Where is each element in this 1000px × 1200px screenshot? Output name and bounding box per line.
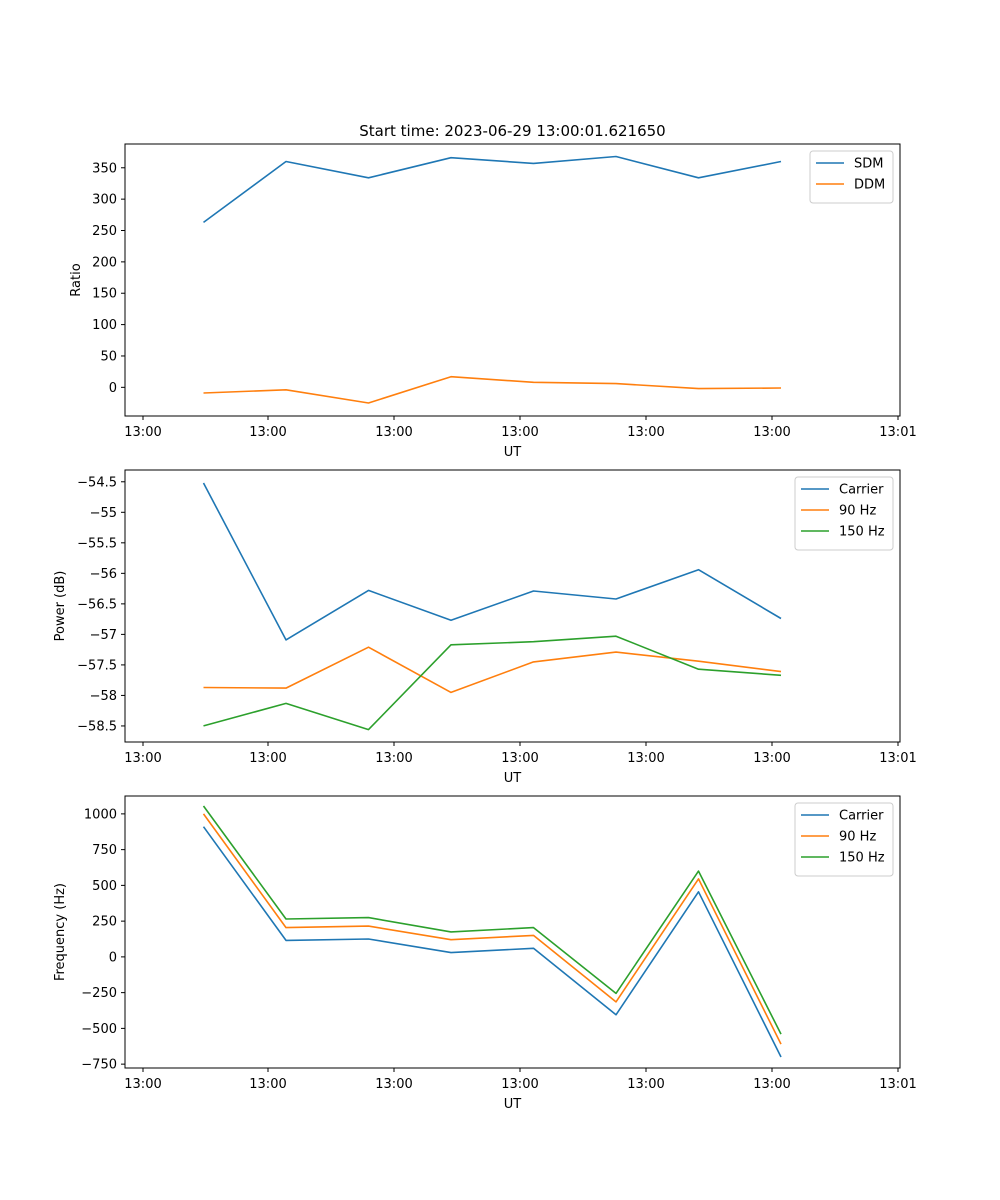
y-tick-label: −54.5 [77,475,117,490]
x-tick-label: 13:00 [627,425,664,440]
series-line-carrier [202,826,782,1058]
legend-label: Carrier [839,483,884,498]
x-tick-label: 13:00 [375,1077,412,1092]
axes-frame [124,469,901,743]
series-line-ddm [203,375,782,404]
x-tick-label: 13:00 [501,1077,538,1092]
y-tick-label: 750 [92,843,117,858]
y-tick-label: 1000 [84,807,117,822]
x-axis-label: UT [504,445,522,460]
x-tick-label: 13:00 [753,425,790,440]
x-tick-label: 13:00 [124,751,161,766]
y-tick-label: −55.5 [77,536,117,551]
legend-label: 90 Hz [839,504,876,519]
series-line-90-hz [202,813,782,1045]
legend-box [809,150,894,204]
y-tick-label: −250 [81,986,117,1001]
legend-label: DDM [854,178,885,193]
legend-label: 150 Hz [839,525,885,540]
x-tick-label: 13:00 [249,751,286,766]
y-tick-label: −55 [90,506,117,521]
y-tick-label: 100 [92,318,117,333]
y-tick-label: −500 [81,1022,117,1037]
y-tick-label: −56.5 [77,597,117,612]
series-line-90-hz [203,646,782,694]
y-tick-label: 500 [92,879,117,894]
x-axis-label: UT [504,1097,522,1112]
legend-label: 90 Hz [839,830,876,845]
x-tick-label: 13:01 [879,751,916,766]
x-axis-label: UT [504,771,522,786]
y-tick-label: −58.5 [77,719,117,734]
legend-label: 150 Hz [839,851,885,866]
y-tick-label: 200 [92,255,117,270]
y-tick-label: 150 [92,287,117,302]
x-tick-label: 13:00 [249,425,286,440]
chart-panel-2: 13:00 13:00 13:00 13:00 13:00 13:00 13:01 UT −58… [53,469,917,786]
x-tick-label: 13:01 [879,1077,916,1092]
x-tick-label: 13:00 [249,1077,286,1092]
y-tick-label: −58 [90,689,117,704]
y-axis-label: Frequency (Hz) [53,883,68,981]
series-line-carrier [202,482,782,641]
y-tick-label: −57 [90,628,117,643]
x-tick-label: 13:00 [375,425,412,440]
y-tick-label: 0 [109,950,117,965]
x-tick-label: 13:00 [753,1077,790,1092]
chart-panel-3: 13:00 13:00 13:00 13:00 13:00 13:00 13:01 UT −75… [53,795,917,1112]
y-axis-label: Ratio [69,263,84,296]
y-tick-label: −56 [90,567,117,582]
y-tick-label: 350 [92,161,117,176]
x-tick-label: 13:00 [375,751,412,766]
x-tick-label: 13:00 [501,425,538,440]
legend-label: Carrier [839,809,884,824]
legend: SDM DDM [809,150,894,204]
legend-label: SDM [854,157,883,172]
x-tick-label: 13:00 [124,425,161,440]
series-line-sdm [203,155,782,224]
chart-panel-1: 13:00 13:00 13:00 13:00 13:00 13:00 13:01 UT 0 50… [69,143,917,460]
y-tick-label: −57.5 [77,658,117,673]
axes-frame [124,143,901,417]
series-line-150-hz [202,805,782,1035]
x-tick-label: 13:01 [879,425,916,440]
x-tick-label: 13:00 [627,1077,664,1092]
y-tick-label: 300 [92,193,117,208]
x-tick-label: 13:00 [124,1077,161,1092]
legend: Carrier 90 Hz 150 Hz [794,476,894,551]
y-tick-label: 250 [92,224,117,239]
series-line-150-hz [203,635,782,731]
y-tick-label: 250 [92,915,117,930]
x-tick-label: 13:00 [627,751,664,766]
y-tick-label: 0 [109,381,117,396]
axes-frame [124,795,901,1069]
legend: Carrier 90 Hz 150 Hz [794,802,894,877]
figure-title: Start time: 2023-06-29 13:00:01.621650 [359,122,665,140]
x-tick-label: 13:00 [501,751,538,766]
y-tick-label: 50 [100,349,117,364]
x-tick-label: 13:00 [753,751,790,766]
y-tick-label: −750 [81,1058,117,1073]
y-axis-label: Power (dB) [53,571,68,642]
